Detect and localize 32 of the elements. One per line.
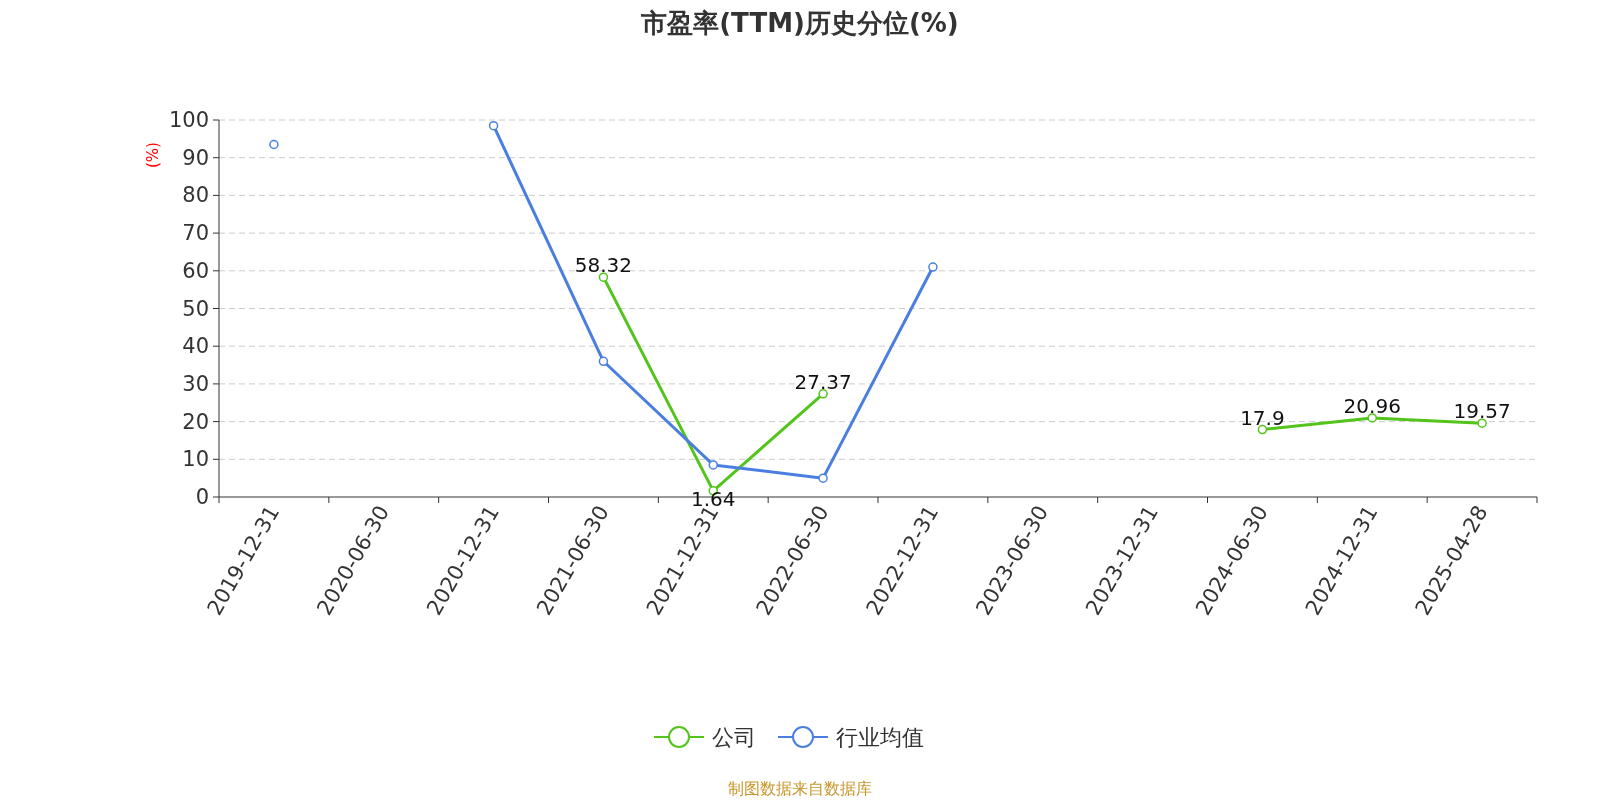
data-label: 17.9 (1240, 405, 1285, 430)
point (818, 473, 828, 483)
y-axis-title: (%) (144, 142, 162, 168)
y-tick-label: 0 (195, 485, 209, 509)
y-tick-label: 60 (182, 258, 209, 283)
text: 制图数据来自数据库 (728, 779, 872, 798)
point (1477, 418, 1487, 428)
data-label: 58.32 (574, 253, 633, 278)
legend-label: 公司 (712, 725, 756, 750)
y-tick-label: 50 (182, 296, 209, 321)
data-label: 20.96 (1343, 393, 1401, 418)
y-tick-label: 20 (182, 409, 209, 434)
y-tick-label: 70 (182, 221, 209, 246)
y-tick-label: 30 (182, 371, 209, 396)
point (269, 139, 279, 150)
point (708, 460, 718, 470)
y-tick-label: 40 (182, 334, 209, 359)
point (598, 272, 609, 282)
point (818, 389, 828, 399)
point (1257, 424, 1268, 435)
y-tick-label: 10 (182, 447, 209, 472)
y-tick-label: 80 (182, 183, 209, 208)
y-tick-label: 100 (168, 108, 209, 132)
point (488, 120, 499, 131)
chart-title: 市盈率(TTM)历史分位(%) (640, 8, 959, 38)
point (1367, 413, 1377, 423)
data-label: 19.57 (1453, 399, 1511, 424)
point (598, 356, 609, 367)
point (928, 262, 938, 272)
y-tick-label: 90 (182, 145, 209, 170)
legend-label: 行业均值 (836, 725, 924, 750)
data-label: 27.37 (794, 369, 852, 394)
